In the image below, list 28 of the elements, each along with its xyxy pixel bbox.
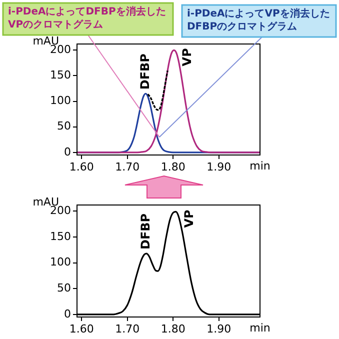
y-tick-label: 100 bbox=[50, 256, 71, 269]
x-tick-label: 1.70 bbox=[115, 160, 140, 174]
y-tick-label: 200 bbox=[50, 204, 71, 218]
x-tick-label: 1.80 bbox=[160, 160, 186, 174]
y-tick-label: 100 bbox=[50, 94, 71, 108]
annotation: VP bbox=[182, 210, 196, 228]
line-series bbox=[147, 70, 168, 111]
y-tick-label: 0 bbox=[64, 307, 71, 320]
text: VP bbox=[180, 48, 194, 66]
text: DFBP bbox=[138, 53, 152, 90]
annotation: i-PDeAによってDFBPを消去したVPのクロマトグラム bbox=[8, 6, 166, 31]
x-tick-label: 1.60 bbox=[69, 160, 94, 174]
annotation: DFBP bbox=[138, 213, 153, 250]
x-tick-label: 1.90 bbox=[206, 322, 232, 336]
y-tick-label: 150 bbox=[50, 230, 71, 243]
y-tick-label: 200 bbox=[50, 43, 71, 56]
x-tick-label: 1.70 bbox=[115, 322, 140, 336]
annotation: i-PDeAによってVPを消去したDFBPのクロマトグラム bbox=[187, 8, 330, 33]
x-tick-label: 1.60 bbox=[69, 322, 94, 336]
y-tick-label: 50 bbox=[57, 120, 71, 133]
line-series bbox=[77, 49, 260, 154]
x-tick-label: 1.80 bbox=[160, 322, 186, 336]
y-tick-label: 50 bbox=[57, 281, 71, 294]
x-tick-label: 1.90 bbox=[206, 160, 232, 174]
y-tick-label: 150 bbox=[50, 68, 71, 82]
x-axis-title: min bbox=[250, 321, 270, 334]
x-axis-title: min bbox=[250, 159, 270, 172]
y-tick-label: 0 bbox=[64, 145, 71, 158]
